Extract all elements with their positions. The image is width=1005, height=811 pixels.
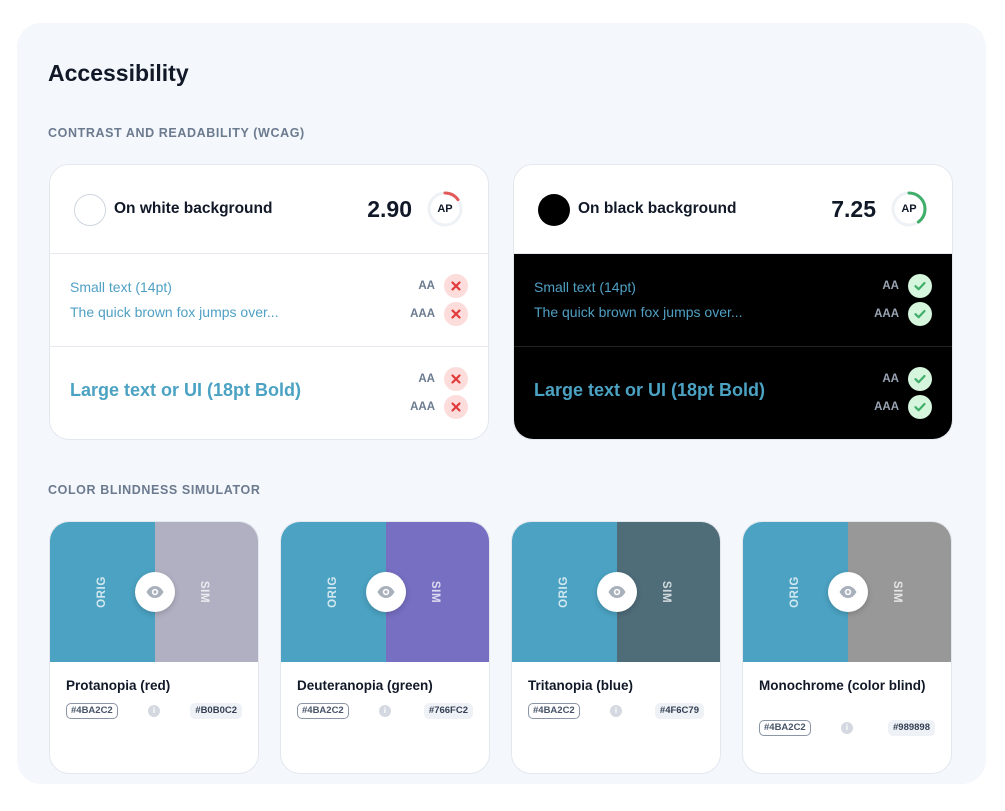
check-icon [908, 395, 932, 419]
original-hex-chip: #4BA2C2 [66, 703, 118, 719]
original-hex-chip: #4BA2C2 [759, 720, 811, 736]
sample-text: The quick brown fox jumps over... [534, 304, 743, 320]
small-aa-result: AA [882, 274, 932, 298]
orig-label: ORIG [558, 576, 570, 608]
large-aa-result: AA [882, 367, 932, 391]
orig-label: ORIG [327, 576, 339, 608]
orig-label: ORIG [96, 576, 108, 608]
black-swatch [538, 194, 570, 226]
orig-label: ORIG [789, 576, 801, 608]
fail-icon [444, 395, 468, 419]
large-aaa-result: AAA [410, 395, 468, 419]
eye-button[interactable] [135, 572, 175, 612]
color-chips: #4BA2C2 i #766FC2 [297, 703, 473, 719]
blindness-card-protanopia: ORIG SIM Protanopia (red) #4BA2C2 i #B0B… [49, 521, 259, 774]
large-aa-result: AA [418, 367, 468, 391]
level-aa: AA [418, 373, 435, 385]
small-aa-result: AA [418, 274, 468, 298]
contrast-card-body: Small text (14pt) The quick brown fox ju… [514, 254, 952, 439]
simulation-name: Protanopia (red) [66, 678, 171, 693]
rating-label: AP [437, 203, 453, 215]
simulation-name: Monochrome (color blind) [759, 678, 926, 693]
rating-label: AP [901, 203, 917, 215]
large-text-label: Large text or UI (18pt Bold) [70, 380, 302, 400]
simulation-name: Deuteranopia (green) [297, 678, 433, 693]
small-text-label: Small text (14pt) [70, 279, 172, 295]
level-aaa: AAA [874, 401, 899, 413]
accessibility-panel: Accessibility CONTRAST AND READABILITY (… [17, 23, 986, 784]
original-hex-chip: #4BA2C2 [528, 703, 580, 719]
blindness-card-tritanopia: ORIG SIM Tritanopia (blue) #4BA2C2 i #4F… [511, 521, 721, 774]
level-aa: AA [882, 280, 899, 292]
sim-label: SIM [891, 580, 903, 604]
contrast-card-label: On white background [114, 200, 273, 217]
blindness-section-label: COLOR BLINDNESS SIMULATOR [48, 483, 261, 497]
blindness-card-deuteranopia: ORIG SIM Deuteranopia (green) #4BA2C2 i … [280, 521, 490, 774]
contrast-card-body: Small text (14pt) The quick brown fox ju… [50, 254, 488, 439]
eye-icon [377, 586, 395, 598]
eye-button[interactable] [597, 572, 637, 612]
fail-icon [444, 302, 468, 326]
fail-icon [444, 367, 468, 391]
fail-icon [444, 274, 468, 298]
large-text-label: Large text or UI (18pt Bold) [534, 380, 766, 400]
original-hex-chip: #4BA2C2 [297, 703, 349, 719]
level-aa: AA [882, 373, 899, 385]
color-chips: #4BA2C2 i #B0B0C2 [66, 703, 242, 719]
level-aa: AA [418, 280, 435, 292]
sample-text: The quick brown fox jumps over... [70, 304, 279, 320]
small-text-row: Small text (14pt) The quick brown fox ju… [514, 254, 952, 347]
eye-button[interactable] [366, 572, 406, 612]
info-icon[interactable]: i [379, 705, 391, 717]
contrast-card-header: On black background 7.25 AP [514, 165, 952, 254]
check-icon [908, 302, 932, 326]
eye-icon [608, 586, 626, 598]
small-aaa-result: AAA [410, 302, 468, 326]
large-aaa-result: AAA [874, 395, 932, 419]
level-aaa: AAA [874, 308, 899, 320]
simulated-hex-chip: #B0B0C2 [190, 703, 242, 719]
level-aaa: AAA [410, 401, 435, 413]
level-aaa: AAA [410, 308, 435, 320]
color-chips: #4BA2C2 i #4F6C79 [528, 703, 704, 719]
white-swatch [74, 194, 106, 226]
check-icon [908, 367, 932, 391]
small-text-label: Small text (14pt) [534, 279, 636, 295]
contrast-card-label: On black background [578, 200, 737, 217]
info-icon[interactable]: i [841, 722, 853, 734]
contrast-ratio: 7.25 [831, 196, 876, 222]
sim-label: SIM [660, 580, 672, 604]
simulated-hex-chip: #4F6C79 [654, 703, 704, 719]
info-icon[interactable]: i [148, 705, 160, 717]
rating-ring [427, 191, 463, 227]
eye-icon [146, 586, 164, 598]
page-title: Accessibility [48, 60, 189, 86]
sim-label: SIM [198, 580, 210, 604]
contrast-ratio: 2.90 [367, 196, 412, 222]
contrast-section-label: CONTRAST AND READABILITY (WCAG) [48, 126, 305, 140]
eye-button[interactable] [828, 572, 868, 612]
rating-ring [891, 191, 927, 227]
eye-icon [839, 586, 857, 598]
simulation-name: Tritanopia (blue) [528, 678, 634, 693]
contrast-card-black: On black background 7.25 AP Small text (… [513, 164, 953, 440]
check-icon [908, 274, 932, 298]
contrast-card-white: On white background 2.90 AP Small text (… [49, 164, 489, 440]
info-icon[interactable]: i [610, 705, 622, 717]
color-chips: #4BA2C2 i #989898 [759, 720, 935, 736]
blindness-card-monochrome: ORIG SIM Monochrome (color blind) #4BA2C… [742, 521, 952, 774]
simulated-hex-chip: #766FC2 [423, 703, 473, 719]
simulated-hex-chip: #989898 [888, 720, 935, 736]
contrast-card-header: On white background 2.90 AP [50, 165, 488, 254]
small-text-row: Small text (14pt) The quick brown fox ju… [50, 254, 488, 347]
sim-label: SIM [429, 580, 441, 604]
small-aaa-result: AAA [874, 302, 932, 326]
